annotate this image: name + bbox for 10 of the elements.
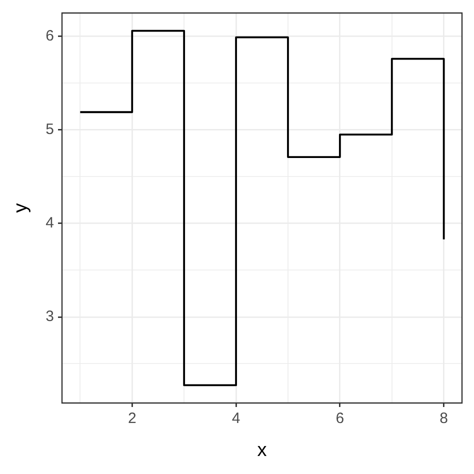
y-tick-label: 4 [46, 214, 54, 232]
x-tick-label: 6 [336, 410, 344, 428]
y-tick-label: 6 [46, 28, 54, 45]
y-tick-label: 5 [46, 121, 54, 138]
y-axis-title: y [10, 202, 32, 213]
x-tick-label: 4 [232, 410, 240, 428]
y-tick-label: 3 [46, 308, 54, 326]
x-tick-label: 8 [440, 410, 448, 428]
x-axis-title: x [257, 440, 268, 461]
x-tick-label: 2 [128, 410, 136, 428]
